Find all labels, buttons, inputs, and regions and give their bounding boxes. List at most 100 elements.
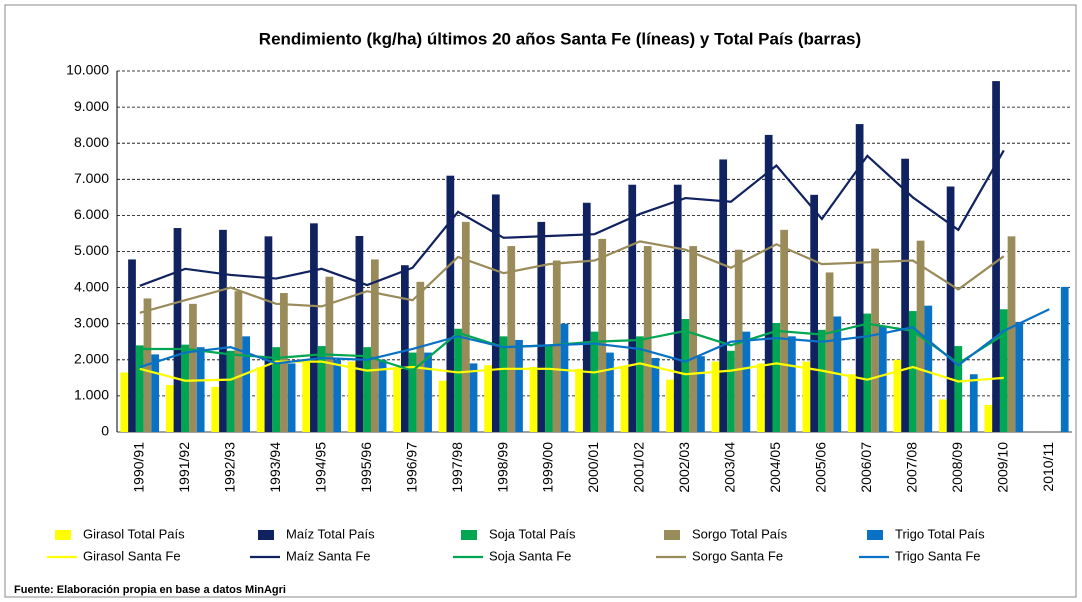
bar (575, 368, 583, 432)
bar (1007, 236, 1016, 432)
bar (863, 313, 872, 432)
bar (173, 228, 182, 432)
y-tick-label: 1.000 (74, 387, 109, 403)
bar (878, 325, 887, 432)
bar (128, 259, 136, 432)
x-tick-label: 1998/99 (494, 442, 510, 493)
bar (226, 350, 235, 432)
bar (400, 265, 409, 432)
bar (537, 221, 546, 432)
x-tick-label: 1997/98 (449, 442, 465, 493)
bar (393, 367, 401, 432)
y-tick-label: 9.000 (74, 98, 109, 114)
bar (673, 184, 682, 432)
bar (370, 259, 379, 432)
bar (529, 367, 538, 432)
bar (582, 202, 591, 432)
bar (689, 246, 698, 432)
bar (772, 322, 781, 432)
bar (825, 272, 834, 432)
bar (651, 357, 660, 432)
bar (333, 359, 341, 432)
bar (189, 303, 197, 432)
bar (788, 336, 796, 432)
legend-label: Maíz Total País (286, 526, 375, 541)
bar (454, 328, 462, 432)
bar (317, 346, 326, 432)
chart-title: Rendimiento (kg/ha) últimos 20 años Sant… (259, 29, 861, 48)
y-tick-label: 3.000 (74, 314, 109, 330)
line (139, 240, 1005, 314)
bar (848, 374, 856, 432)
legend-label: Sorgo Santa Fe (692, 548, 783, 563)
bar (628, 184, 637, 432)
bar (1015, 321, 1024, 432)
bar (264, 236, 273, 432)
bar (378, 359, 387, 432)
bar (757, 363, 765, 432)
bar (924, 305, 933, 432)
bar (560, 323, 569, 432)
bar (165, 385, 174, 432)
bar (469, 363, 478, 432)
bar (416, 281, 425, 432)
bar (552, 260, 561, 432)
bar (507, 246, 516, 432)
bar (461, 221, 470, 432)
bar (992, 81, 1000, 432)
bar (999, 309, 1008, 432)
bar (984, 404, 993, 432)
bar (211, 386, 220, 432)
x-tick-label: 1993/94 (267, 442, 283, 493)
bar (969, 374, 978, 432)
x-tick-label: 1994/95 (312, 442, 328, 493)
bar (491, 194, 500, 432)
x-tick-label: 1995/96 (358, 442, 374, 493)
legend-label: Maíz Santa Fe (286, 548, 371, 563)
bar (151, 354, 160, 432)
x-tick-label: 2002/03 (676, 442, 692, 493)
y-tick-label: 4.000 (74, 278, 109, 294)
bar (347, 361, 356, 432)
bar (515, 339, 523, 432)
bar (901, 158, 909, 432)
bar (598, 238, 607, 432)
bar (408, 352, 417, 432)
bar (818, 329, 826, 432)
bar (893, 359, 902, 432)
bar (302, 361, 311, 432)
bar (181, 344, 190, 432)
bar (727, 350, 735, 432)
y-tick-label: 2.000 (74, 351, 109, 367)
bar (256, 367, 265, 432)
bar (954, 346, 963, 432)
legend-label: Girasol Total País (83, 526, 185, 541)
bar (196, 347, 205, 432)
legend-label: Soja Total País (489, 526, 576, 541)
bar (120, 372, 129, 432)
bar (802, 361, 811, 432)
bar (424, 352, 432, 432)
legend-label: Trigo Total País (895, 526, 985, 541)
x-tick-label: 1996/97 (403, 442, 419, 493)
bar (908, 311, 917, 432)
bar (363, 347, 371, 432)
bar (1060, 286, 1069, 432)
x-tick-label: 2005/06 (813, 442, 829, 493)
x-tick-label: 1990/91 (130, 442, 146, 493)
bar (135, 345, 144, 432)
x-tick-label: 2004/05 (767, 442, 783, 493)
bar (938, 399, 947, 432)
bar (711, 361, 720, 432)
bar (719, 159, 728, 432)
y-tick-label: 5.000 (74, 242, 109, 258)
legend-swatch (55, 530, 71, 540)
x-tick-label: 1992/93 (221, 442, 237, 493)
y-tick-label: 6.000 (74, 206, 109, 222)
x-tick-label: 2009/10 (994, 442, 1010, 493)
bar (590, 331, 599, 432)
bar (242, 336, 251, 432)
bar (446, 175, 455, 432)
bar (666, 379, 674, 432)
x-tick-label: 1999/00 (540, 442, 556, 493)
